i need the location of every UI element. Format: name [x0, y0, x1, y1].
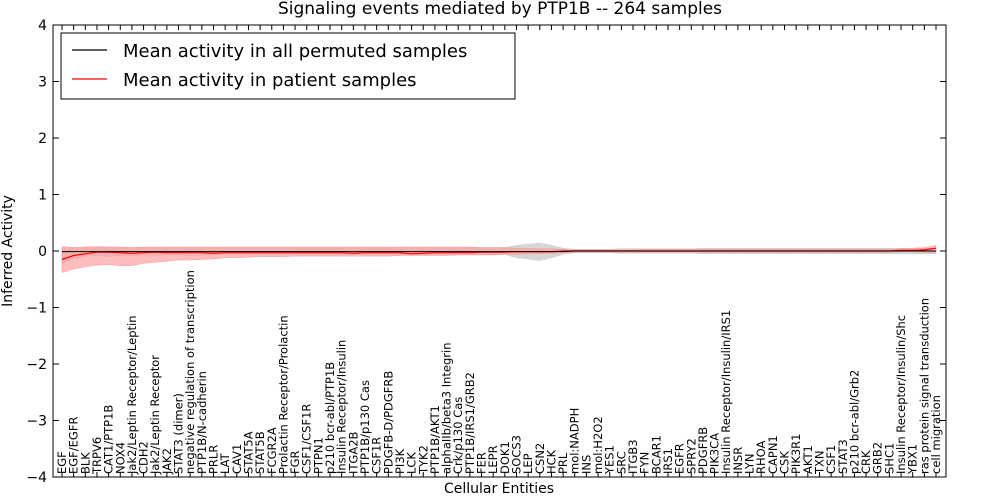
x-tick-label: NOX4	[113, 442, 127, 474]
x-tick-label: cell migration	[929, 395, 943, 474]
x-tick-label: Prolactin Receptor/Prolactin	[276, 315, 290, 474]
x-tick-label: PI3K	[393, 448, 407, 474]
y-tick-label: −1	[26, 301, 47, 317]
x-tick-label: alphaIIb/beta3 Integrin	[440, 342, 454, 474]
x-tick-label: PIK3R1	[789, 434, 803, 475]
x-tick-label: SPRY2	[684, 438, 698, 474]
x-tick-label: CAPN1	[766, 435, 780, 474]
x-tick-label: AKT1	[801, 445, 815, 474]
x-axis-label: Cellular Entities	[444, 481, 554, 497]
x-tick-label: mol:H2O2	[591, 416, 605, 474]
x-tick-label: LEPR	[486, 445, 500, 474]
x-tick-label: STAT3	[836, 439, 850, 474]
x-tick-label: PTP1B/N-cadherin	[195, 371, 209, 474]
x-axis: EGFEGF/EGFRBLKTRPV6CAT1/PTP1BNOX4Jak2/Le…	[55, 25, 943, 477]
x-tick-label: CDH2	[137, 441, 151, 474]
x-tick-label: STAT5A	[242, 431, 256, 474]
x-tick-label: EGF/EGFR	[67, 417, 81, 474]
plot-area	[61, 242, 937, 273]
x-tick-label: STAT3 (dimer)	[172, 393, 186, 474]
x-tick-label: CSN2	[533, 443, 547, 474]
x-tick-label: CSF1R	[370, 437, 384, 474]
x-tick-label: TYK2	[416, 445, 430, 475]
x-tick-label: SRC	[614, 451, 628, 474]
y-tick-label: −3	[26, 414, 47, 430]
x-tick-label: FYN	[638, 452, 652, 474]
x-tick-label: INS	[579, 455, 593, 474]
x-tick-label: DOK1	[498, 441, 512, 474]
x-tick-label: PIK3CA	[708, 433, 722, 474]
x-tick-label: HCK	[544, 449, 558, 474]
x-tick-label: CAT1/PTP1B	[102, 405, 116, 474]
x-tick-label: LAT	[218, 452, 232, 474]
series-line-permuted	[62, 250, 936, 253]
y-axis-label: Inferred Activity	[0, 195, 16, 307]
x-tick-label: PTPN1	[311, 437, 325, 474]
x-tick-label: mol:NADPH	[568, 408, 582, 474]
x-tick-label: Insulin Receptor/Insulin	[335, 340, 349, 474]
y-tick-label: 4	[38, 18, 47, 34]
x-tick-label: TRPV6	[90, 437, 104, 475]
x-tick-label: PRLR	[207, 445, 221, 474]
x-tick-label: STAT5B	[253, 431, 267, 474]
x-tick-label: CRK	[859, 450, 873, 474]
x-tick-label: EGFR	[673, 443, 687, 474]
legend-label-patient: Mean activity in patient samples	[123, 70, 417, 91]
y-tick-label: −4	[26, 470, 47, 486]
x-tick-label: ras protein signal transduction	[917, 298, 931, 474]
x-tick-label: IRS1	[661, 448, 675, 474]
x-tick-label: FCGR2A	[265, 427, 279, 474]
x-tick-label: Insulin Receptor/Insulin/IRS1	[719, 310, 733, 474]
x-tick-label: PDGFB-D/PDGFRB	[381, 371, 395, 474]
x-tick-label: FGR	[288, 450, 302, 474]
x-tick-label: PRL	[556, 452, 570, 474]
legend: Mean activity in all permuted samples Me…	[60, 32, 516, 100]
x-tick-label: EGF	[55, 451, 69, 474]
x-tick-label: SHC1	[882, 443, 896, 474]
x-tick-label: RHOA	[754, 441, 768, 474]
x-tick-label: PDGFRB	[696, 427, 710, 474]
y-tick-label: 0	[38, 244, 47, 260]
x-tick-label: PTP1B/p130 Cas	[358, 380, 372, 474]
x-tick-label: CSF1/CSF1R	[300, 404, 314, 474]
x-tick-label: BLK	[78, 452, 92, 474]
x-tick-label: FER	[475, 452, 489, 474]
x-tick-label: CSF1	[824, 445, 838, 474]
x-tick-label: LEP	[521, 453, 535, 474]
x-tick-label: negative regulation of transcription	[183, 270, 197, 474]
y-tick-label: 1	[38, 188, 47, 204]
x-tick-label: Insulin Receptor/Insulin/Shc	[894, 315, 908, 474]
x-tick-label: YBX1	[906, 444, 920, 475]
chart-title: Signaling events mediated by PTP1B -- 26…	[278, 0, 722, 19]
x-tick-label: BCAR1	[649, 435, 663, 474]
x-tick-label: ITGA2B	[346, 431, 360, 474]
x-tick-label: JAK2	[160, 448, 174, 475]
x-tick-label: GRB2	[871, 442, 885, 474]
x-tick-label: LYN	[743, 453, 757, 474]
legend-label-permuted: Mean activity in all permuted samples	[123, 41, 467, 62]
x-tick-label: CAV1	[230, 444, 244, 474]
x-tick-label: ITGB3	[626, 439, 640, 474]
x-tick-label: SOCS3	[510, 435, 524, 474]
x-tick-label: p210 bcr-abl/PTP1B	[323, 362, 337, 474]
y-tick-label: −2	[26, 357, 47, 373]
x-tick-label: LCK	[405, 452, 419, 474]
legend-box	[60, 32, 516, 100]
x-tick-label: p210 bcr-abl/Grb2	[847, 370, 861, 474]
x-tick-label: CSK	[778, 451, 792, 474]
x-tick-label: Crk/p130 Cas	[451, 397, 465, 474]
x-tick-label: YES1	[603, 445, 617, 475]
y-tick-label: 3	[38, 75, 47, 91]
y-axis: −4 −3 −2 −1 0 1 2 3 4	[26, 18, 946, 486]
x-tick-label: INSR	[731, 447, 745, 474]
x-tick-label: Jak2/Leptin Receptor/Leptin	[125, 316, 139, 475]
x-tick-label: PTP1B/AKT1	[428, 405, 442, 474]
y-tick-label: 2	[38, 131, 47, 147]
x-tick-label: Jak2/Leptin Receptor	[148, 355, 162, 475]
x-tick-label: TXN	[813, 450, 827, 475]
x-tick-label: PTP1B/IRS1/GRB2	[463, 372, 477, 474]
